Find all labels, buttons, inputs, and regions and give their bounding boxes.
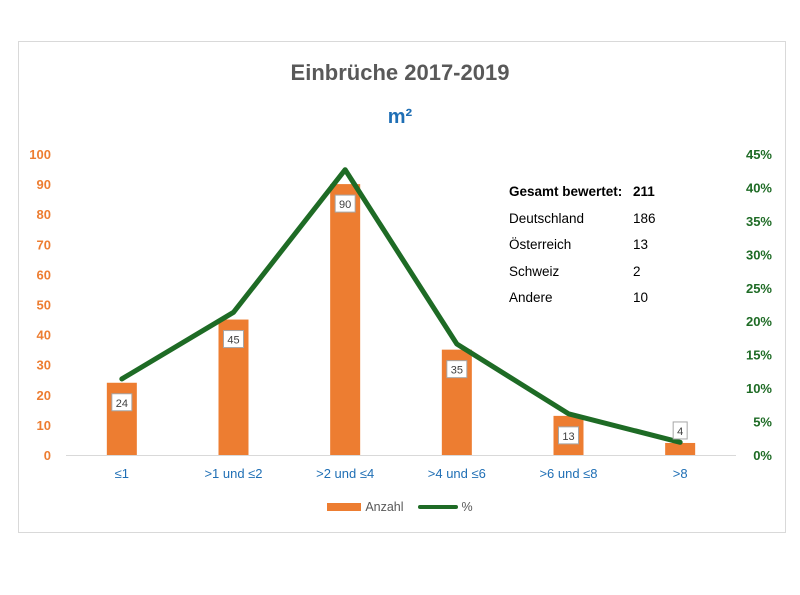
summary-label: Schweiz [509,263,560,279]
line-point [119,376,124,381]
line-point [454,342,459,347]
summary-value: 10 [633,290,649,305]
chart-subtitle: m² [387,106,413,128]
line-point [678,440,683,445]
legend: Anzahl % [0,500,800,514]
right-axis-tick-label: 10% [746,381,772,396]
summary-value: 2 [633,263,641,279]
right-axis-tick-label: 0% [753,448,772,463]
left-axis-tick-label: 100 [29,147,51,162]
data-label-box [223,330,244,349]
summary-row-ch: Schweiz 2 [509,264,673,291]
data-label: 4 [677,426,683,438]
data-label-box [558,426,579,445]
line-point [343,167,348,172]
data-label: 24 [116,398,128,410]
summary-label: Andere [509,290,553,305]
summary-row-other: Andere 10 [509,290,673,317]
bar [330,184,361,455]
right-axis-tick-label: 25% [746,281,772,296]
summary-label: Österreich [509,237,572,252]
x-axis-tick-label: >6 und ≤8 [539,466,597,481]
line-series [119,167,683,445]
x-axis-tick-label: >2 und ≤4 [316,466,374,481]
x-axis-tick-label: >1 und ≤2 [204,466,262,481]
line-point [231,310,236,315]
chart-title: Einbrüche 2017-2019 [290,60,510,85]
bar [665,442,696,455]
data-label-box [672,421,688,440]
data-label: 45 [227,335,239,347]
right-axis-tick-label: 40% [746,180,772,195]
left-axis-tick-label: 10 [37,418,51,433]
line-point [566,411,571,416]
x-axis-tick-label: >8 [673,466,688,481]
right-axis-tick-label: 5% [753,415,772,430]
x-axis-tick-label: >4 und ≤6 [428,466,486,481]
data-label: 35 [451,365,463,377]
right-axis-tick-label: 30% [746,247,772,262]
right-axis-tick-label: 20% [746,314,772,329]
right-axis-tick-label: 35% [746,214,772,229]
legend-line-label: % [461,500,473,514]
summary-value: 211 [633,184,655,199]
data-label-box [334,194,356,213]
legend-line-swatch [417,505,458,509]
legend-bar-swatch [327,503,362,511]
summary-box: Gesamt bewertet: 211 Deutschland 186 Öst… [509,184,673,317]
legend-bar-label: Anzahl [365,500,404,514]
summary-label: Gesamt bewertet: [509,184,623,199]
left-axis-tick-label: 40 [37,328,51,343]
left-axis-tick-label: 70 [37,237,51,252]
x-axis-tick-label: ≤1 [115,466,129,481]
left-axis-tick-label: 60 [37,267,51,282]
data-label-box [446,360,468,379]
right-axis-tick-label: 15% [746,348,772,363]
summary-row-at: Österreich 13 [509,237,673,264]
data-label: 90 [339,199,351,211]
data-label-box [111,393,133,412]
summary-value: 13 [633,237,649,252]
chart-area [18,41,786,533]
summary-row-total: Gesamt bewertet: 211 [509,184,673,211]
left-axis-tick-label: 20 [37,388,51,403]
summary-label: Deutschland [509,210,585,226]
left-axis-tick-label: 90 [37,177,51,192]
right-axis-tick-label: 45% [746,147,772,162]
left-axis-tick-label: 0 [44,448,51,463]
left-axis-tick-label: 50 [37,298,51,313]
summary-row-de: Deutschland 186 [509,211,673,238]
data-label: 13 [562,431,574,443]
summary-value: 186 [633,210,656,226]
left-axis-tick-label: 30 [37,358,51,373]
left-axis-tick-label: 80 [37,207,51,222]
